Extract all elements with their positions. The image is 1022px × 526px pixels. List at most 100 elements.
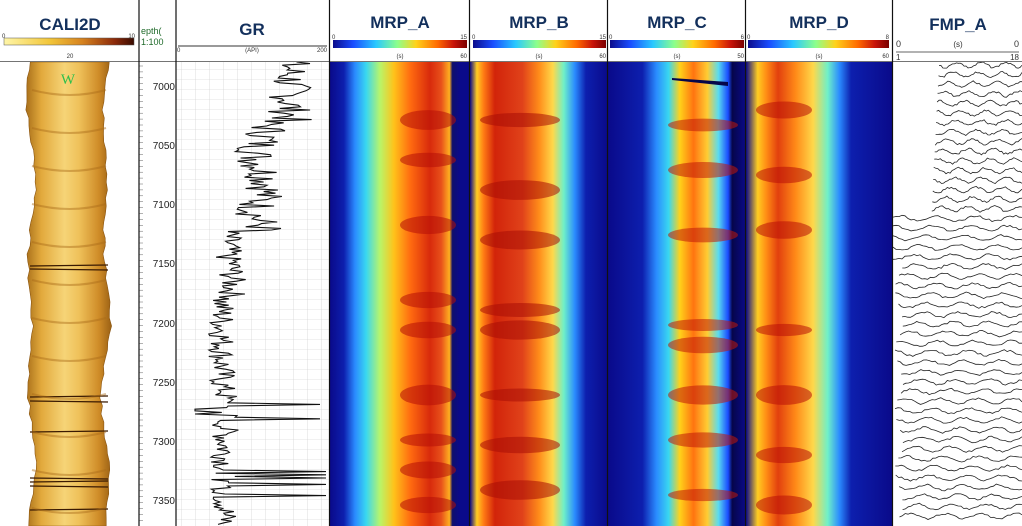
hot-band (480, 320, 560, 340)
cali-title: CALI2D (39, 15, 100, 34)
fmp-trace (896, 339, 1022, 347)
gr-scale-max: 200 (317, 48, 328, 54)
fmp-trace (900, 387, 1022, 396)
fmp-trace (893, 253, 1022, 261)
track-headers: CALI2D 0 20 10 epth( 1:100 GR 0 (API) 20… (0, 0, 1022, 63)
fmp-trace (932, 185, 1022, 194)
borehole-band (29, 508, 109, 511)
hot-band (480, 480, 560, 500)
mrp-b-scale-max: 15 (599, 35, 606, 41)
fmp-trace (933, 176, 1022, 184)
mrp-c-sub-max: 50 (737, 54, 744, 60)
fmp-trace (893, 244, 1022, 251)
hot-band (668, 318, 738, 332)
mrp-a-header: MRP_A 0 15 (s) 60 (332, 13, 468, 60)
fmp-trace (935, 128, 1022, 137)
mrp-c-header: MRP_C 0 6 (s) 50 (609, 13, 745, 60)
cali-scale-max: 10 (128, 34, 135, 40)
depth-header: epth( 1:100 (141, 26, 164, 47)
hot-band (756, 446, 812, 464)
depth-header-label: epth( (141, 26, 162, 36)
borehole-band (29, 485, 109, 488)
fmp-trace (931, 205, 1022, 213)
borehole-band (29, 395, 109, 398)
fmp-trace (902, 320, 1022, 328)
fmp-trace (899, 512, 1022, 520)
mrp-c-artifact (672, 78, 728, 86)
fmp-trace (937, 80, 1022, 88)
fmp-trace (901, 445, 1022, 453)
mrp-a-scale-max: 15 (460, 35, 467, 41)
fmp-trace (933, 166, 1022, 175)
hot-band (480, 302, 560, 318)
mrp-c-image (608, 62, 746, 526)
depth-track: 7000 7050 7100 7150 7200 7250 7300 7350 (139, 62, 176, 526)
mrp-a-image (330, 62, 469, 526)
hot-band (756, 495, 812, 515)
borehole-ridge (31, 355, 107, 362)
fmp-lower-max: 18 (1010, 53, 1019, 62)
fmp-title: FMP_A (929, 15, 987, 34)
fmp-trace (895, 464, 1022, 472)
mrp-c-sub-unit: (s) (674, 54, 681, 60)
borehole-ridge (31, 507, 107, 514)
fmp-trace (897, 397, 1022, 405)
cali-colorbar (3, 37, 135, 46)
mrp-d-sub-unit: (s) (816, 54, 823, 60)
fmp-header: FMP_A 0 (s) 0 1 18 (896, 15, 1020, 62)
borehole-ridge (31, 431, 107, 438)
fmp-trace (899, 426, 1022, 434)
fmp-trace (902, 262, 1022, 270)
mrp-d-track (746, 62, 892, 526)
hot-band (400, 461, 456, 479)
hot-band (668, 385, 738, 405)
hot-band (668, 432, 738, 448)
hot-band (400, 152, 456, 168)
mrp-b-title: MRP_B (509, 13, 569, 32)
cali-marker-label: W (61, 72, 76, 88)
borehole-ridge (31, 469, 107, 476)
mrp-d-header: MRP_D 0 8 (s) 60 (747, 13, 890, 60)
borehole-ridge (31, 279, 107, 286)
hot-band (668, 488, 738, 502)
gr-curve (194, 62, 327, 525)
fmp-trace (898, 483, 1022, 492)
fmp-trace (894, 407, 1022, 415)
fmp-trace (938, 71, 1022, 78)
depth-label-7100: 7100 (153, 200, 176, 211)
fmp-trace (894, 349, 1022, 357)
borehole-ridge (31, 127, 107, 134)
gr-grid (176, 62, 329, 526)
mrp-a-sub-max: 60 (460, 54, 467, 60)
hot-band (668, 162, 738, 178)
fmp-trace (893, 224, 1022, 232)
hot-band (400, 215, 456, 235)
hot-band (480, 112, 560, 128)
fmp-trace (902, 311, 1022, 319)
hot-band (756, 385, 812, 405)
hot-band (668, 118, 738, 132)
fmp-trace (934, 138, 1022, 146)
cali-scale-min: 0 (2, 34, 6, 40)
mrp-d-colorbar (748, 40, 889, 48)
fmp-trace (898, 301, 1022, 309)
fmp-trace (901, 369, 1022, 376)
fmp-trace (902, 502, 1022, 511)
gr-scale-min: 0 (177, 48, 181, 54)
depth-label-7250: 7250 (153, 378, 176, 389)
mrp-c-track (608, 62, 746, 526)
mrp-d-scale-min: 0 (747, 35, 751, 41)
mrp-a-colorbar (333, 40, 467, 48)
borehole-band (29, 400, 109, 403)
mrp-c-title: MRP_C (647, 13, 707, 32)
fmp-trace (936, 109, 1022, 117)
borehole-ridge (31, 317, 107, 324)
borehole-ridge (31, 393, 107, 400)
borehole-dark-bands (29, 89, 109, 514)
depth-label-7150: 7150 (153, 259, 176, 270)
hot-band (668, 227, 738, 243)
mrp-a-sub-unit: (s) (397, 54, 404, 60)
fmp-trace (898, 272, 1022, 280)
hot-band (756, 101, 812, 119)
